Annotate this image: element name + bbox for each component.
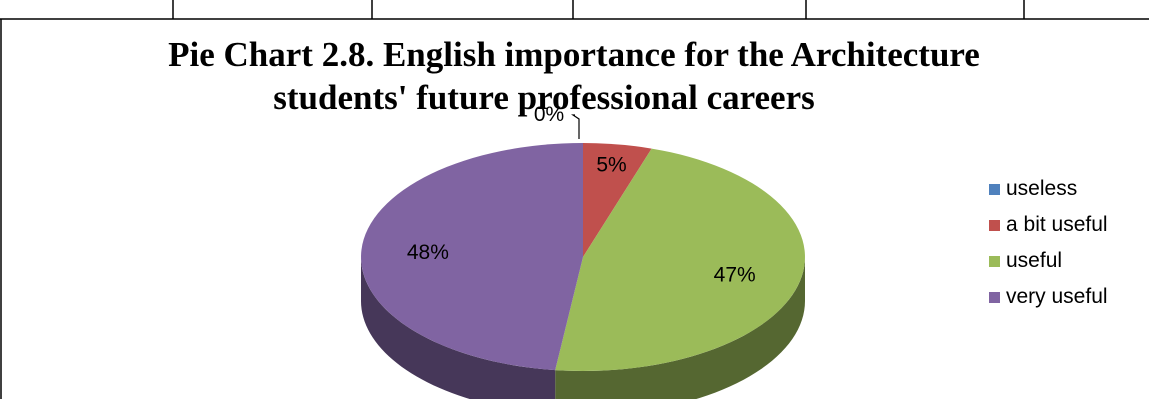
pie-side-useful (555, 257, 805, 399)
data-label-a-bit-useful: 5% (596, 154, 626, 177)
data-label-very-useful: 48% (407, 241, 449, 264)
pie-side-walls (361, 257, 805, 399)
legend-swatch-useless (989, 184, 1000, 195)
chart-title: Pie Chart 2.8. English importance for th… (168, 35, 980, 117)
pie-top-faces (361, 143, 805, 371)
data-label-useless: 0% (534, 103, 564, 126)
legend-item-a-bit-useful: a bit useful (989, 213, 1108, 236)
legend-swatch-a-bit-useful (989, 220, 1000, 231)
pie-plot: 0% 5% 47% 48% (361, 103, 805, 399)
pie-side-very-useful (361, 257, 556, 399)
legend-item-useless: useless (989, 177, 1077, 200)
label-leader-useless (571, 114, 580, 139)
pie-slice-useful (555, 148, 805, 371)
legend-label-useful: useful (1006, 249, 1062, 272)
chart-title-line-1: Pie Chart 2.8. English importance for th… (168, 35, 980, 74)
pie-slice-a-bit-useful (583, 143, 652, 257)
legend-swatch-useful (989, 256, 1000, 267)
chart-title-line-2: students' future professional careers (273, 78, 815, 117)
legend-label-useless: useless (1006, 177, 1077, 200)
legend: useless a bit useful useful very useful (989, 177, 1108, 308)
data-label-useful: 47% (714, 263, 756, 286)
pie-data-labels: 0% 5% 47% 48% (407, 103, 756, 286)
legend-item-very-useful: very useful (989, 285, 1108, 308)
legend-item-useful: useful (989, 249, 1062, 272)
pie-slice-very-useful (361, 143, 583, 371)
legend-label-a-bit-useful: a bit useful (1006, 213, 1108, 236)
legend-swatch-very-useful (989, 292, 1000, 303)
legend-label-very-useful: very useful (1006, 285, 1108, 308)
